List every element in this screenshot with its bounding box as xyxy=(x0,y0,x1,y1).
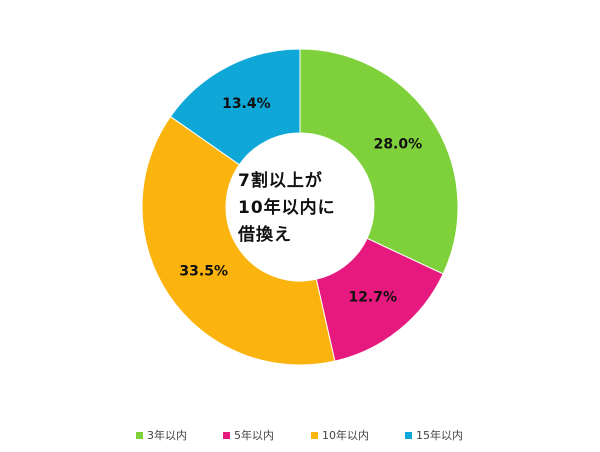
slice-label-3yr: 28.0% xyxy=(374,137,423,153)
legend-item-10yr: 10年以内 xyxy=(311,425,369,445)
slices-group xyxy=(141,48,459,366)
slice-label-10yr: 33.5% xyxy=(179,264,228,280)
center-text-line-3: 借換え xyxy=(238,225,292,245)
center-text-line-1: 7割以上が xyxy=(238,171,323,191)
legend: 3年以内 5年以内 10年以内 15年以内 xyxy=(0,425,600,445)
slice-3yr xyxy=(299,48,459,275)
legend-item-15yr: 15年以内 xyxy=(405,425,463,445)
legend-label-3yr: 3年以内 xyxy=(147,429,187,442)
legend-label-5yr: 5年以内 xyxy=(234,429,274,442)
center-text-line-2: 10年以内に xyxy=(238,198,336,218)
legend-swatch-3yr xyxy=(136,431,143,439)
legend-label-15yr: 15年以内 xyxy=(416,429,463,442)
legend-swatch-10yr xyxy=(311,431,318,439)
slice-labels-group: 28.0% 12.7% 33.5% 13.4% xyxy=(179,96,422,305)
slice-label-5yr: 12.7% xyxy=(348,289,397,305)
slice-10yr xyxy=(141,115,336,366)
slice-15yr xyxy=(169,48,301,166)
legend-label-10yr: 10年以内 xyxy=(322,429,369,442)
slice-label-15yr: 13.4% xyxy=(222,96,271,112)
legend-swatch-15yr xyxy=(405,431,412,439)
legend-swatch-5yr xyxy=(223,431,230,439)
legend-item-5yr: 5年以内 xyxy=(223,425,274,445)
legend-item-3yr: 3年以内 xyxy=(136,425,187,445)
center-text: 7割以上が 10年以内に 借換え xyxy=(238,168,368,249)
